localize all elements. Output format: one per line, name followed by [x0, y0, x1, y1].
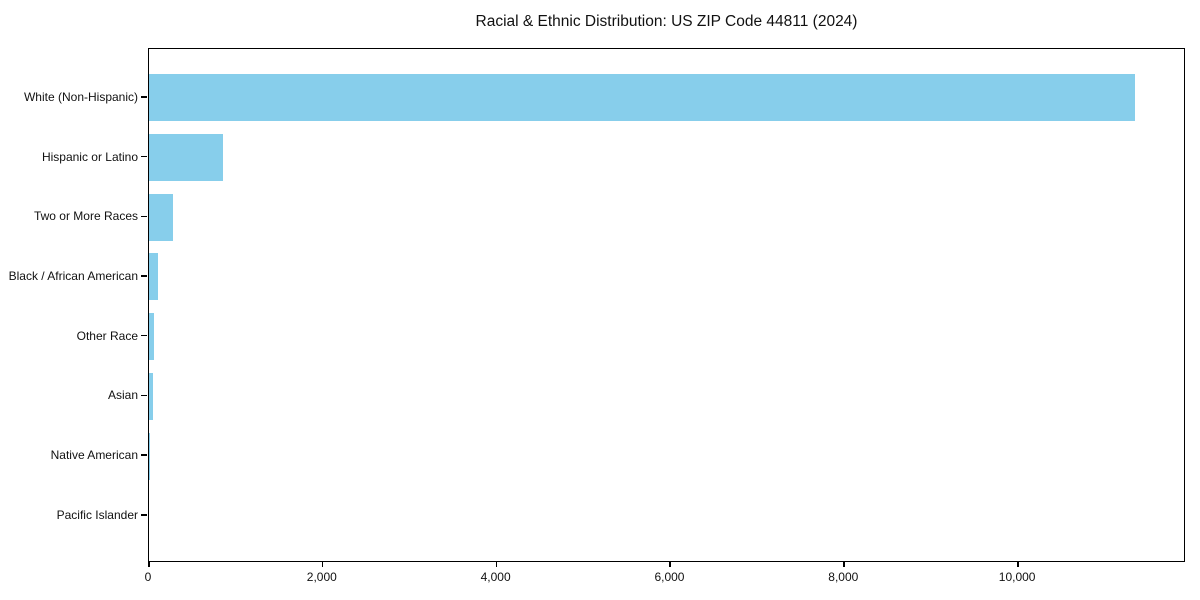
- y-label-black-african-american: Black / African American: [8, 268, 138, 283]
- x-tick-label-6000: 6,000: [654, 570, 685, 584]
- plot-area: [148, 48, 1185, 562]
- x-tick-label-8000: 8,000: [828, 570, 859, 584]
- x-tick-10000: [1017, 562, 1019, 567]
- x-tick-8000: [843, 562, 845, 567]
- y-tick-pacific-islander: [141, 514, 147, 516]
- y-tick-two-or-more-races: [141, 215, 147, 217]
- x-tick-6000: [669, 562, 671, 567]
- y-tick-hispanic-or-latino: [141, 155, 147, 158]
- y-label-two-or-more-races: Two or More Races: [33, 209, 138, 224]
- y-tick-native-american: [141, 454, 147, 456]
- bar-hispanic-or-latino: [149, 134, 223, 182]
- bar-black-african-american: [149, 253, 158, 301]
- y-label-native-american: Native American: [50, 448, 138, 463]
- y-label-hispanic-or-latino: Hispanic or Latino: [41, 149, 138, 164]
- y-tick-black-african-american: [141, 275, 147, 277]
- x-tick-label-2000: 2,000: [306, 570, 337, 584]
- y-tick-other-race: [141, 334, 147, 337]
- y-label-asian: Asian: [107, 388, 138, 403]
- x-tick-4000: [495, 562, 498, 567]
- bar-two-or-more-races: [149, 193, 173, 241]
- bar-other-race: [149, 313, 154, 361]
- y-tick-asian: [141, 394, 147, 397]
- y-label-pacific-islander: Pacific Islander: [56, 507, 138, 522]
- y-label-white-non-hispanic: White (Non-Hispanic): [23, 89, 138, 104]
- x-tick-label-10000: 10,000: [998, 570, 1036, 584]
- x-tick-0: [148, 562, 150, 567]
- y-tick-white-non-hispanic: [141, 96, 147, 98]
- bar-white-non-hispanic: [149, 74, 1136, 122]
- x-tick-2000: [321, 562, 324, 567]
- y-label-other-race: Other Race: [76, 328, 138, 343]
- bar-asian: [149, 372, 153, 420]
- x-tick-label-4000: 4,000: [480, 570, 511, 584]
- x-tick-label-0: 0: [144, 570, 152, 584]
- bar-native-american: [149, 432, 150, 480]
- chart-title: Racial & Ethnic Distribution: US ZIP Cod…: [475, 13, 858, 30]
